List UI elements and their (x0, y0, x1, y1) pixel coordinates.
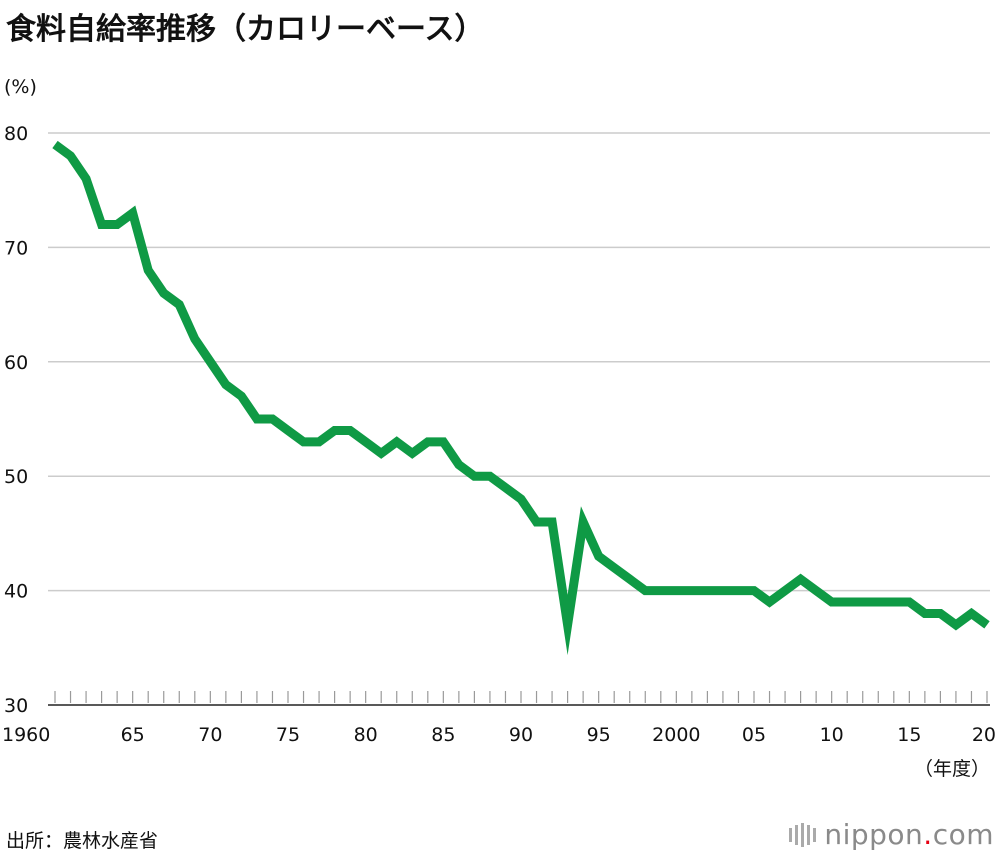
grid-lines (48, 132, 990, 706)
x-tick-label: 15 (897, 724, 921, 746)
series-group (52, 140, 990, 656)
x-tick-labels: 1960 65 70 75 80 85 90 95 2000 05 10 15 20 (2, 724, 996, 746)
x-tick-label: 90 (509, 724, 533, 746)
y-tick-label: 70 (4, 237, 28, 259)
x-tick-label: 1960 (2, 724, 50, 746)
logo-prefix: nippon (824, 818, 924, 851)
x-tick-label: 10 (820, 724, 844, 746)
y-tick-label: 50 (4, 466, 28, 488)
series-line (52, 140, 990, 656)
x-tick-label: 85 (431, 724, 455, 746)
y-axis-unit: (%) (4, 76, 37, 98)
x-tick-label: 95 (587, 724, 611, 746)
y-tick-label: 60 (4, 352, 28, 374)
x-tick-label: 75 (276, 724, 300, 746)
logo-suffix: com (932, 818, 994, 851)
x-tick-label: 80 (354, 724, 378, 746)
x-tick-label: 70 (198, 724, 222, 746)
y-tick-label: 40 (4, 581, 28, 603)
x-ticks (54, 691, 988, 703)
y-tick-label: 30 (4, 695, 28, 717)
nippon-logo: nippon. com (789, 818, 994, 851)
y-tick-labels: 30 40 50 60 70 80 (4, 123, 28, 717)
x-tick-label: 05 (742, 724, 766, 746)
x-tick-label: 20 (972, 724, 996, 746)
source-note: 出所：農林水産省 (6, 830, 159, 852)
y-tick-label: 80 (4, 123, 28, 145)
x-tick-label: 2000 (652, 724, 700, 746)
logo-bars-icon (789, 822, 817, 847)
chart-title: 食料自給率推移（カロリーベース） (6, 12, 485, 47)
logo-dot: . (923, 818, 933, 851)
x-tick-label: 65 (121, 724, 145, 746)
x-axis-unit: （年度） (913, 758, 990, 780)
